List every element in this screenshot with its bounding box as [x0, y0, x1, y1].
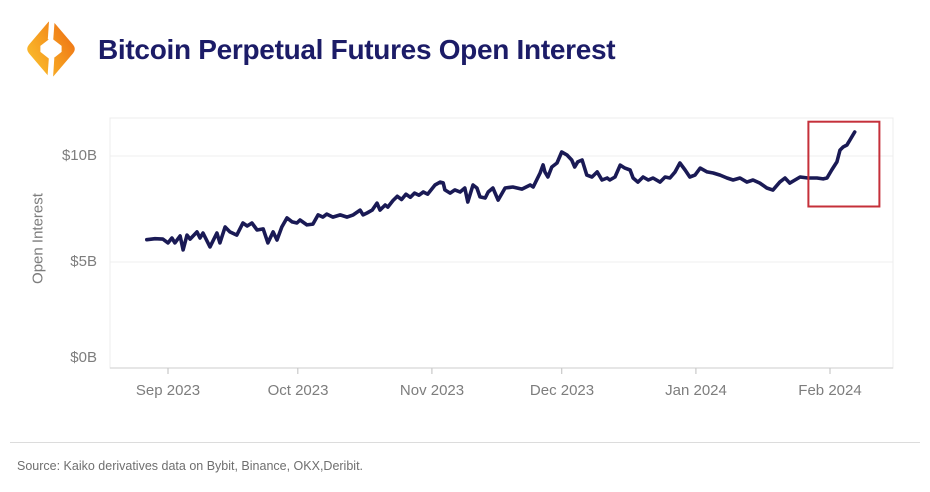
x-tick-label: Sep 2023	[135, 382, 201, 399]
y-axis-title: Open Interest	[29, 193, 47, 284]
x-tick-label: Oct 2023	[267, 382, 329, 399]
source-text: Source: Kaiko derivatives data on Bybit,…	[17, 459, 364, 473]
footer-divider	[10, 442, 920, 443]
y-tick-label: $10B	[61, 147, 97, 164]
open-interest-series-line	[145, 130, 857, 252]
y-tick-label: $0B	[70, 349, 97, 366]
x-tick-label: Nov 2023	[399, 382, 465, 399]
x-tick-label: Feb 2024	[798, 382, 862, 399]
kaiko-logo-icon	[27, 19, 75, 79]
gridlines	[110, 155, 893, 263]
highlight-box	[807, 120, 881, 208]
page-title: Bitcoin Perpetual Futures Open Interest	[98, 34, 616, 65]
x-tick-label: Dec 2023	[529, 382, 595, 399]
y-tick-label: $5B	[70, 253, 97, 270]
x-axis-tick-marks	[167, 368, 831, 374]
x-tick-label: Jan 2024	[665, 382, 727, 399]
